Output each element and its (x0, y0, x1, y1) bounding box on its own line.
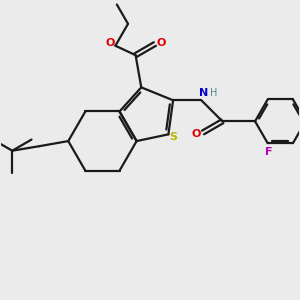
Text: O: O (192, 129, 201, 139)
Text: H: H (210, 88, 218, 98)
Text: N: N (199, 88, 208, 98)
Text: O: O (105, 38, 115, 48)
Text: F: F (266, 146, 273, 157)
Text: S: S (170, 132, 178, 142)
Text: O: O (156, 38, 166, 47)
